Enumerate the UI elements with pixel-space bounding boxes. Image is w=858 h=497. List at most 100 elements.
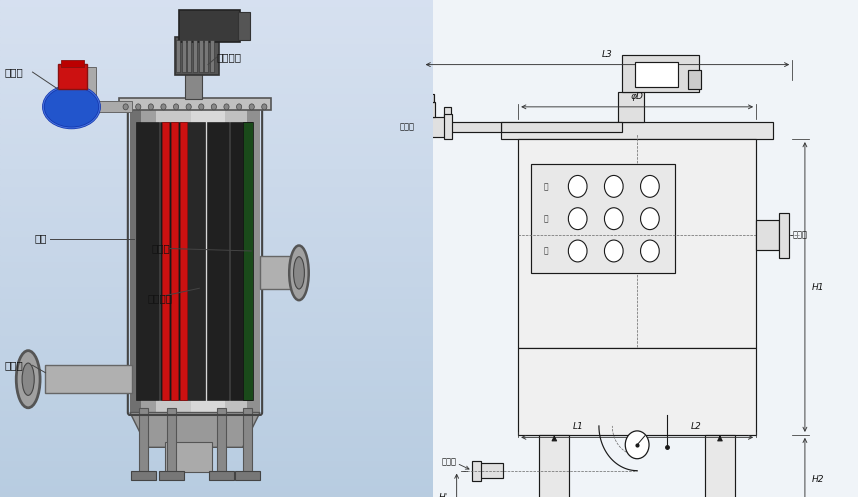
Bar xyxy=(216,408,227,472)
Bar xyxy=(141,104,156,413)
Text: φD: φD xyxy=(631,92,644,101)
Bar xyxy=(0,460,433,466)
Bar xyxy=(204,40,208,72)
Circle shape xyxy=(568,175,587,197)
Bar xyxy=(0,56,433,62)
Bar xyxy=(406,114,414,139)
Bar xyxy=(0,31,433,37)
Bar xyxy=(160,122,182,400)
Bar xyxy=(444,114,451,139)
Bar xyxy=(61,60,84,67)
Bar xyxy=(0,62,433,68)
Circle shape xyxy=(199,104,204,110)
Bar xyxy=(0,466,433,472)
Text: 电动马达: 电动马达 xyxy=(216,52,242,62)
Bar xyxy=(0,99,433,105)
Circle shape xyxy=(123,104,128,110)
Bar xyxy=(0,230,433,236)
Bar xyxy=(130,104,141,413)
Bar xyxy=(184,122,205,400)
Bar xyxy=(87,67,96,107)
Bar xyxy=(0,404,433,410)
Bar xyxy=(0,354,433,360)
Bar xyxy=(0,162,433,168)
Bar xyxy=(0,286,433,292)
Circle shape xyxy=(186,104,191,110)
Bar xyxy=(420,94,433,102)
Text: L2: L2 xyxy=(692,422,702,431)
Bar xyxy=(226,104,247,413)
Bar xyxy=(0,435,433,441)
Bar xyxy=(473,461,480,481)
Bar xyxy=(0,81,433,87)
Circle shape xyxy=(224,104,229,110)
Bar xyxy=(0,323,433,329)
Bar xyxy=(531,164,675,273)
Bar xyxy=(0,447,433,453)
Circle shape xyxy=(262,104,267,110)
Circle shape xyxy=(604,175,623,197)
Bar xyxy=(0,485,433,491)
Text: 排污阀: 排污阀 xyxy=(4,67,23,77)
Text: 不锈钢筒: 不锈钢筒 xyxy=(148,293,172,303)
Text: 排污口: 排污口 xyxy=(399,122,414,131)
Text: 出水口: 出水口 xyxy=(152,244,171,253)
Text: H': H' xyxy=(439,493,448,497)
Bar xyxy=(182,40,185,72)
Bar xyxy=(0,379,433,385)
Bar xyxy=(0,105,433,112)
Bar xyxy=(450,122,501,132)
Bar xyxy=(622,55,698,92)
Bar xyxy=(0,0,433,6)
Bar xyxy=(0,304,433,311)
Bar xyxy=(0,87,433,93)
Bar xyxy=(136,122,159,400)
Bar xyxy=(518,348,756,435)
Bar xyxy=(0,224,433,230)
Bar xyxy=(235,471,260,480)
Bar xyxy=(187,40,191,72)
Circle shape xyxy=(173,104,178,110)
Text: 书: 书 xyxy=(543,247,548,255)
Ellipse shape xyxy=(289,246,309,300)
Bar xyxy=(0,441,433,447)
Bar xyxy=(688,70,701,89)
Bar xyxy=(0,199,433,205)
Bar xyxy=(618,92,644,122)
Bar xyxy=(0,367,433,373)
Bar xyxy=(131,471,156,480)
Text: 进水口: 进水口 xyxy=(4,360,23,370)
Bar xyxy=(210,40,214,72)
Bar xyxy=(501,122,622,132)
Bar xyxy=(0,311,433,317)
Bar xyxy=(0,50,433,56)
Bar xyxy=(0,180,433,186)
Bar xyxy=(0,292,433,298)
Bar xyxy=(199,40,202,72)
Bar xyxy=(0,143,433,149)
Bar xyxy=(179,10,240,42)
Bar xyxy=(0,93,433,99)
Bar xyxy=(0,37,433,43)
Bar xyxy=(635,62,678,87)
Text: L3: L3 xyxy=(602,50,613,59)
Bar xyxy=(0,298,433,304)
Bar xyxy=(159,471,184,480)
Bar xyxy=(230,122,252,400)
Circle shape xyxy=(641,240,659,262)
Ellipse shape xyxy=(16,351,40,408)
Text: 进水口: 进水口 xyxy=(442,457,456,466)
Bar xyxy=(0,75,433,81)
Bar xyxy=(0,453,433,460)
Bar xyxy=(756,220,779,250)
Bar xyxy=(156,104,190,413)
Bar xyxy=(0,273,433,279)
Bar xyxy=(184,70,202,99)
Bar xyxy=(0,218,433,224)
Bar xyxy=(0,422,433,428)
Bar xyxy=(190,104,226,413)
Polygon shape xyxy=(130,413,260,447)
Bar xyxy=(58,64,87,89)
Bar xyxy=(0,211,433,218)
Bar xyxy=(779,213,789,257)
